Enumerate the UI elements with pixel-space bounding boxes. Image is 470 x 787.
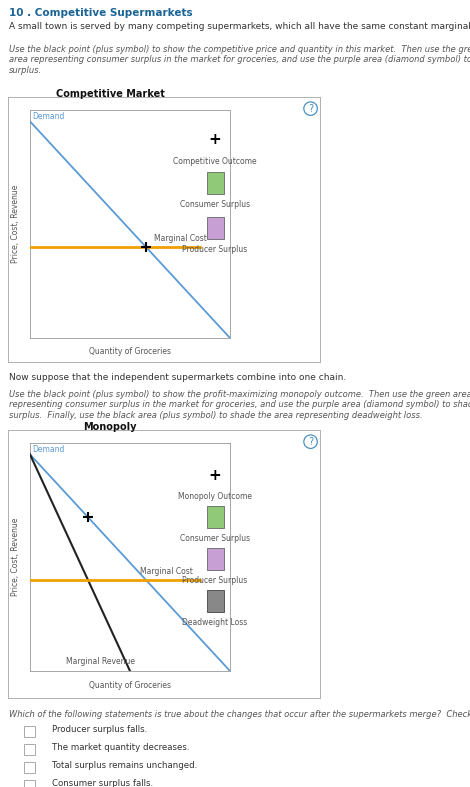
Text: Marginal Cost: Marginal Cost	[154, 234, 207, 243]
Text: Marginal Cost: Marginal Cost	[140, 567, 193, 576]
Text: Producer Surplus: Producer Surplus	[182, 576, 247, 585]
Text: ▲: ▲	[212, 178, 219, 188]
Text: ?: ?	[308, 437, 313, 447]
Text: Monopoly: Monopoly	[83, 422, 137, 431]
Text: A small town is served by many competing supermarkets, which all have the same c: A small town is served by many competing…	[9, 22, 470, 31]
Text: Deadweight Loss: Deadweight Loss	[182, 618, 247, 627]
Text: Which of the following statements is true about the changes that occur after the: Which of the following statements is tru…	[9, 710, 470, 719]
Text: Total surplus remains unchanged.: Total surplus remains unchanged.	[52, 762, 197, 770]
Text: Use the black point (plus symbol) to show the competitive price and quantity in : Use the black point (plus symbol) to sho…	[9, 45, 470, 75]
Text: Consumer surplus falls.: Consumer surplus falls.	[52, 779, 153, 787]
Text: +: +	[208, 467, 221, 482]
Text: Quantity of Groceries: Quantity of Groceries	[89, 348, 171, 357]
Text: +: +	[208, 132, 221, 147]
Text: Price, Cost, Revenue: Price, Cost, Revenue	[11, 518, 21, 597]
Text: Consumer Surplus: Consumer Surplus	[180, 200, 250, 209]
Text: 10 . Competitive Supermarkets: 10 . Competitive Supermarkets	[9, 8, 193, 18]
Text: Producer Surplus: Producer Surplus	[182, 245, 247, 254]
Text: Marginal Revenue: Marginal Revenue	[66, 657, 135, 666]
Text: The market quantity decreases.: The market quantity decreases.	[52, 744, 189, 752]
Text: Competitive Market: Competitive Market	[55, 89, 164, 98]
Text: Consumer Surplus: Consumer Surplus	[180, 534, 250, 543]
Text: Quantity of Groceries: Quantity of Groceries	[89, 681, 171, 689]
Text: ?: ?	[308, 104, 313, 113]
Text: ▲: ▲	[212, 512, 219, 522]
Text: Competitive Outcome: Competitive Outcome	[173, 157, 257, 166]
Text: Demand: Demand	[32, 445, 64, 454]
Text: Use the black point (plus symbol) to show the profit-maximizing monopoly outcome: Use the black point (plus symbol) to sho…	[9, 390, 470, 419]
Text: Producer surplus falls.: Producer surplus falls.	[52, 726, 147, 734]
Text: ◆: ◆	[212, 597, 219, 605]
Text: ◆: ◆	[212, 224, 219, 232]
Text: ◆: ◆	[212, 555, 219, 563]
Text: Now suppose that the independent supermarkets combine into one chain.: Now suppose that the independent superma…	[9, 373, 347, 382]
Text: Monopoly Outcome: Monopoly Outcome	[178, 493, 252, 501]
Text: Demand: Demand	[32, 112, 64, 121]
Text: Price, Cost, Revenue: Price, Cost, Revenue	[11, 185, 21, 263]
